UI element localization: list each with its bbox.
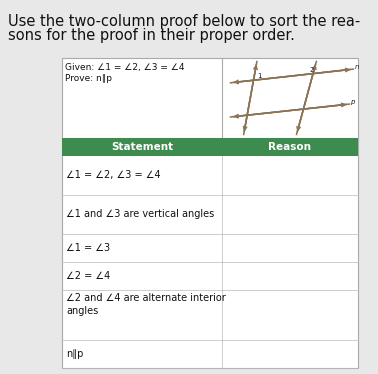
Text: p: p	[350, 99, 355, 105]
Text: 1: 1	[257, 73, 261, 79]
Text: ∠1 = ∠3: ∠1 = ∠3	[66, 243, 110, 253]
Text: ∠2 and ∠4 are alternate interior
angles: ∠2 and ∠4 are alternate interior angles	[66, 293, 226, 316]
Text: Given: ∠1 = ∠2, ∠3 = ∠4: Given: ∠1 = ∠2, ∠3 = ∠4	[65, 63, 184, 72]
Bar	[62, 58, 358, 368]
Text: ∠2 = ∠4: ∠2 = ∠4	[66, 271, 110, 281]
Text: n: n	[354, 64, 359, 70]
Text: Reason: Reason	[268, 142, 311, 152]
Text: 2: 2	[309, 67, 313, 73]
Text: ∠1 and ∠3 are vertical angles: ∠1 and ∠3 are vertical angles	[66, 209, 214, 219]
Text: sons for the proof in their proper order.: sons for the proof in their proper order…	[8, 28, 295, 43]
Text: ∠1 = ∠2, ∠3 = ∠4: ∠1 = ∠2, ∠3 = ∠4	[66, 171, 161, 180]
Text: Prove: n∥p: Prove: n∥p	[65, 74, 112, 83]
Text: Use the two-column proof below to sort the rea-: Use the two-column proof below to sort t…	[8, 14, 360, 29]
Bar	[62, 138, 358, 156]
Text: Statement: Statement	[111, 142, 173, 152]
Text: n∥p: n∥p	[66, 349, 84, 359]
